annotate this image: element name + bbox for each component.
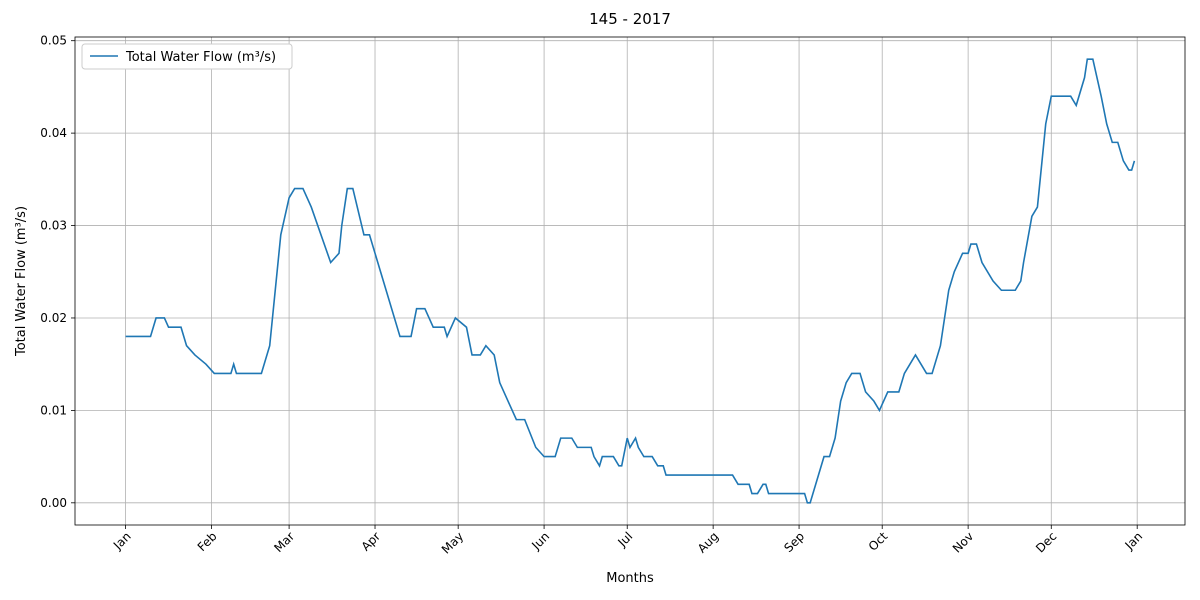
y-tick-label: 0.05	[40, 34, 67, 48]
x-tick-label: Aug	[695, 529, 721, 555]
y-tick-label: 0.02	[40, 311, 67, 325]
y-tick-label: 0.00	[40, 496, 67, 510]
y-tick-label: 0.04	[40, 126, 67, 140]
x-tick-label: Mar	[271, 529, 297, 555]
x-tick-label: Jan	[1122, 529, 1146, 553]
x-tick-label: Jan	[110, 529, 134, 553]
y-tick-label: 0.03	[40, 219, 67, 233]
x-axis-label: Months	[606, 571, 654, 586]
chart-title: 145 - 2017	[589, 10, 671, 28]
x-tick-label: Sep	[781, 529, 807, 555]
x-tick-label: Feb	[195, 529, 220, 554]
x-tick-label: Dec	[1033, 529, 1059, 555]
legend-label: Total Water Flow (m³/s)	[125, 50, 276, 65]
x-tick-label: Jun	[528, 529, 552, 553]
y-tick-label: 0.01	[40, 403, 67, 417]
x-tick-label: Oct	[866, 529, 891, 554]
plot-frame	[74, 36, 1186, 526]
x-tick-label: Jul	[615, 529, 636, 550]
x-tick-label: May	[439, 529, 466, 556]
x-tick-label: Apr	[359, 529, 384, 554]
x-tick-label: Nov	[950, 529, 976, 555]
legend-box	[81, 43, 293, 70]
data-line	[125, 58, 1136, 504]
y-axis-label: Total Water Flow (m³/s)	[14, 206, 29, 357]
